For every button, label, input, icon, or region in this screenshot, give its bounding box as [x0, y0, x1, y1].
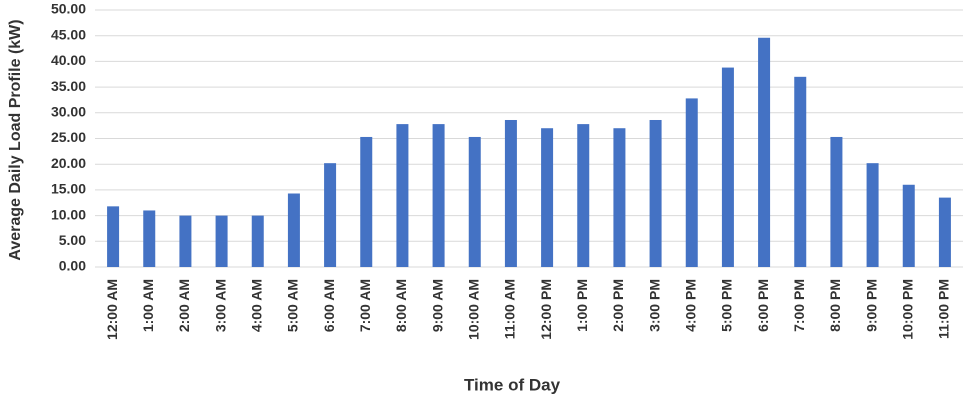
- bar: [902, 184, 915, 267]
- bar: [794, 76, 807, 267]
- bar: [577, 124, 590, 267]
- bar: [251, 215, 264, 267]
- x-tick-label: 4:00 AM: [248, 279, 264, 332]
- x-tick-label: 12:00 PM: [538, 279, 554, 340]
- bar: [504, 119, 517, 267]
- bar: [758, 37, 771, 268]
- bar: [324, 163, 337, 267]
- bar: [215, 215, 228, 267]
- x-tick-label: 8:00 AM: [393, 279, 409, 332]
- x-tick-label: 12:00 AM: [104, 279, 120, 340]
- y-tick-label: 5.00: [59, 232, 86, 248]
- bar: [179, 215, 192, 267]
- x-tick-label: 8:00 PM: [827, 279, 843, 332]
- bar: [649, 119, 662, 267]
- bar: [938, 197, 951, 267]
- bar: [107, 206, 120, 267]
- y-tick-label: 25.00: [51, 129, 86, 145]
- x-tick-label: 7:00 PM: [791, 279, 807, 332]
- y-tick-label: 30.00: [51, 104, 86, 120]
- x-tick-label: 7:00 AM: [357, 279, 373, 332]
- y-tick-label: 20.00: [51, 155, 86, 171]
- y-tick-label: 40.00: [51, 52, 86, 68]
- y-axis-title: Average Daily Load Profile (kW): [7, 19, 24, 260]
- x-tick-label: 1:00 PM: [574, 279, 590, 332]
- y-tick-label: 45.00: [51, 26, 86, 42]
- x-tick-label: 1:00 AM: [140, 279, 156, 332]
- bar: [721, 67, 734, 268]
- x-tick-label: 2:00 PM: [610, 279, 626, 332]
- x-tick-label: 6:00 PM: [755, 279, 771, 332]
- x-tick-label: 3:00 PM: [646, 279, 662, 332]
- x-tick-label: 5:00 PM: [719, 279, 735, 332]
- bar: [830, 136, 843, 267]
- bar: [432, 124, 445, 267]
- x-tick-label: 3:00 AM: [212, 279, 228, 332]
- bar: [613, 128, 626, 267]
- y-tick-label: 10.00: [51, 206, 86, 222]
- bar: [541, 128, 554, 267]
- bar: [468, 136, 481, 267]
- y-tick-label: 50.00: [51, 1, 86, 17]
- y-tick-label: 35.00: [51, 78, 86, 94]
- y-tick-label: 15.00: [51, 181, 86, 197]
- x-tick-label: 11:00 AM: [502, 279, 518, 339]
- bar: [143, 210, 156, 267]
- x-tick-label: 2:00 AM: [176, 279, 192, 332]
- x-tick-label: 5:00 AM: [285, 279, 301, 332]
- bar: [396, 124, 409, 267]
- bar: [866, 163, 879, 267]
- x-tick-label: 10:00 PM: [899, 279, 915, 340]
- bar: [287, 193, 300, 267]
- x-axis-title: Time of Day: [464, 375, 561, 394]
- bar: [685, 98, 698, 268]
- x-tick-label: 10:00 AM: [465, 279, 481, 340]
- x-tick-label: 4:00 PM: [682, 279, 698, 332]
- x-tick-label: 6:00 AM: [321, 279, 337, 332]
- x-tick-label: 9:00 AM: [429, 279, 445, 332]
- y-tick-label: 0.00: [59, 258, 86, 274]
- x-tick-label: 11:00 PM: [936, 279, 952, 339]
- bar: [360, 136, 373, 267]
- x-tick-label: 9:00 PM: [863, 279, 879, 332]
